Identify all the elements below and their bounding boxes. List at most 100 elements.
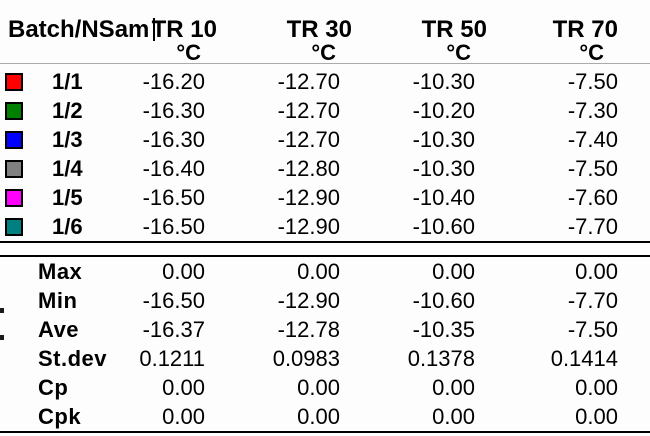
value-cell: -16.37 [142, 316, 205, 342]
summary-label: Min [38, 287, 78, 313]
table-row-1-6: 1/6 -16.50 -12.90 -10.60 -7.70 [0, 212, 618, 241]
value-cell: -7.50 [567, 316, 618, 342]
value-cell: -12.70 [277, 97, 340, 123]
summary-label: Ave [38, 316, 80, 342]
summary-label: St.dev [38, 345, 108, 371]
series-color-swatch [5, 101, 23, 120]
batch-label: 1/1 [52, 68, 83, 94]
text-cursor-icon [153, 18, 156, 41]
table-row-1-5: 1/5 -16.50 -12.90 -10.40 -7.60 [0, 183, 618, 212]
summary-row-cp: Cp 0.00 0.00 0.00 0.00 [0, 373, 618, 402]
value-cell: -16.50 [142, 287, 205, 313]
summary-row-min: Min -16.50 -12.90 -10.60 -7.70 [0, 286, 618, 315]
unit-label-tr50: °C [446, 40, 471, 65]
batch-label: 1/2 [52, 97, 83, 123]
value-cell: 0.1414 [550, 345, 618, 371]
clipped-axis-label-fragment [0, 308, 4, 313]
value-cell: -7.70 [567, 287, 618, 313]
value-cell: 0.1211 [139, 345, 205, 371]
value-cell: -10.35 [412, 316, 475, 342]
value-cell: -10.60 [412, 213, 475, 239]
value-cell: -16.50 [142, 213, 205, 239]
value-cell: -16.30 [142, 97, 205, 123]
value-cell: -10.30 [412, 68, 475, 94]
table-row-1-2: 1/2 -16.30 -12.70 -10.20 -7.30 [0, 96, 618, 125]
value-cell: -16.50 [142, 184, 205, 210]
table-row-1-4: 1/4 -16.40 -12.80 -10.30 -7.50 [0, 154, 618, 183]
summary-row-ave: Ave -16.37 -12.78 -10.35 -7.50 [0, 315, 618, 344]
series-color-swatch [5, 217, 23, 236]
table-row-1-3: 1/3 -16.30 -12.70 -10.30 -7.40 [0, 125, 618, 154]
table-bottom-line [0, 431, 650, 433]
value-cell: -7.30 [567, 97, 618, 123]
value-cell: -7.40 [567, 126, 618, 152]
swatch-cell [0, 72, 36, 91]
value-cell: -12.90 [277, 287, 340, 313]
corner-header-label: Batch/NSam [8, 16, 150, 43]
swatch-cell [0, 130, 36, 149]
column-header-tr70: TR 70 [552, 16, 618, 43]
value-cell: -10.30 [412, 155, 475, 181]
series-color-swatch [5, 159, 23, 178]
corner-header-cell[interactable]: Batch/NSam [0, 17, 156, 43]
swatch-cell [0, 217, 36, 236]
column-header-tr10: TR 10 [151, 16, 217, 43]
value-cell: 0.0983 [272, 345, 340, 371]
value-cell: -10.20 [412, 97, 475, 123]
table-unit-row: °C °C °C °C [0, 40, 618, 65]
batch-label: 1/6 [52, 213, 83, 239]
value-cell: 0.00 [162, 403, 205, 429]
clipped-axis-label-fragment [0, 335, 4, 340]
unit-label-tr10: °C [176, 40, 201, 65]
batch-label: 1/5 [52, 184, 83, 210]
series-color-swatch [5, 188, 23, 207]
swatch-cell [0, 159, 36, 178]
value-cell: 0.00 [162, 258, 205, 284]
value-cell: -12.90 [277, 213, 340, 239]
value-cell: 0.00 [162, 374, 205, 400]
value-cell: -16.30 [142, 126, 205, 152]
value-cell: -7.70 [567, 213, 618, 239]
value-cell: -16.20 [142, 68, 205, 94]
table-row-1-1: 1/1 -16.20 -12.70 -10.30 -7.50 [0, 67, 618, 96]
summary-label: Cp [38, 374, 69, 400]
value-cell: 0.00 [575, 374, 618, 400]
header-divider-line [0, 63, 650, 64]
value-cell: 0.00 [575, 403, 618, 429]
value-cell: 0.00 [297, 258, 340, 284]
value-cell: 0.00 [432, 403, 475, 429]
column-header-tr30: TR 30 [286, 16, 352, 43]
value-cell: -12.70 [277, 68, 340, 94]
summary-label: Max [38, 258, 83, 284]
value-cell: -12.70 [277, 126, 340, 152]
series-color-swatch [5, 72, 23, 91]
batch-label: 1/4 [52, 155, 83, 181]
swatch-cell [0, 101, 36, 120]
value-cell: 0.00 [297, 403, 340, 429]
value-cell: 0.00 [432, 258, 475, 284]
value-cell: -10.60 [412, 287, 475, 313]
summary-label: Cpk [38, 403, 82, 429]
value-cell: 0.00 [432, 374, 475, 400]
swatch-cell [0, 188, 36, 207]
summary-row-cpk: Cpk 0.00 0.00 0.00 0.00 [0, 402, 618, 431]
summary-row-max: Max 0.00 0.00 0.00 0.00 [0, 257, 618, 286]
unit-label-tr70: °C [579, 40, 604, 65]
value-cell: -7.60 [567, 184, 618, 210]
section-divider-line-lower [0, 255, 650, 257]
table-header-row: Batch/NSam TR 10 TR 30 TR 50 TR 70 [0, 0, 618, 43]
batch-label: 1/3 [52, 126, 83, 152]
value-cell: 0.00 [297, 374, 340, 400]
value-cell: 0.00 [575, 258, 618, 284]
value-cell: -10.30 [412, 126, 475, 152]
value-cell: -16.40 [142, 155, 205, 181]
value-cell: 0.1378 [407, 345, 475, 371]
column-header-tr50: TR 50 [421, 16, 487, 43]
value-cell: -12.80 [277, 155, 340, 181]
series-color-swatch [5, 130, 23, 149]
unit-label-tr30: °C [311, 40, 336, 65]
value-cell: -12.90 [277, 184, 340, 210]
value-cell: -12.78 [277, 316, 340, 342]
summary-row-stdev: St.dev 0.1211 0.0983 0.1378 0.1414 [0, 344, 618, 373]
